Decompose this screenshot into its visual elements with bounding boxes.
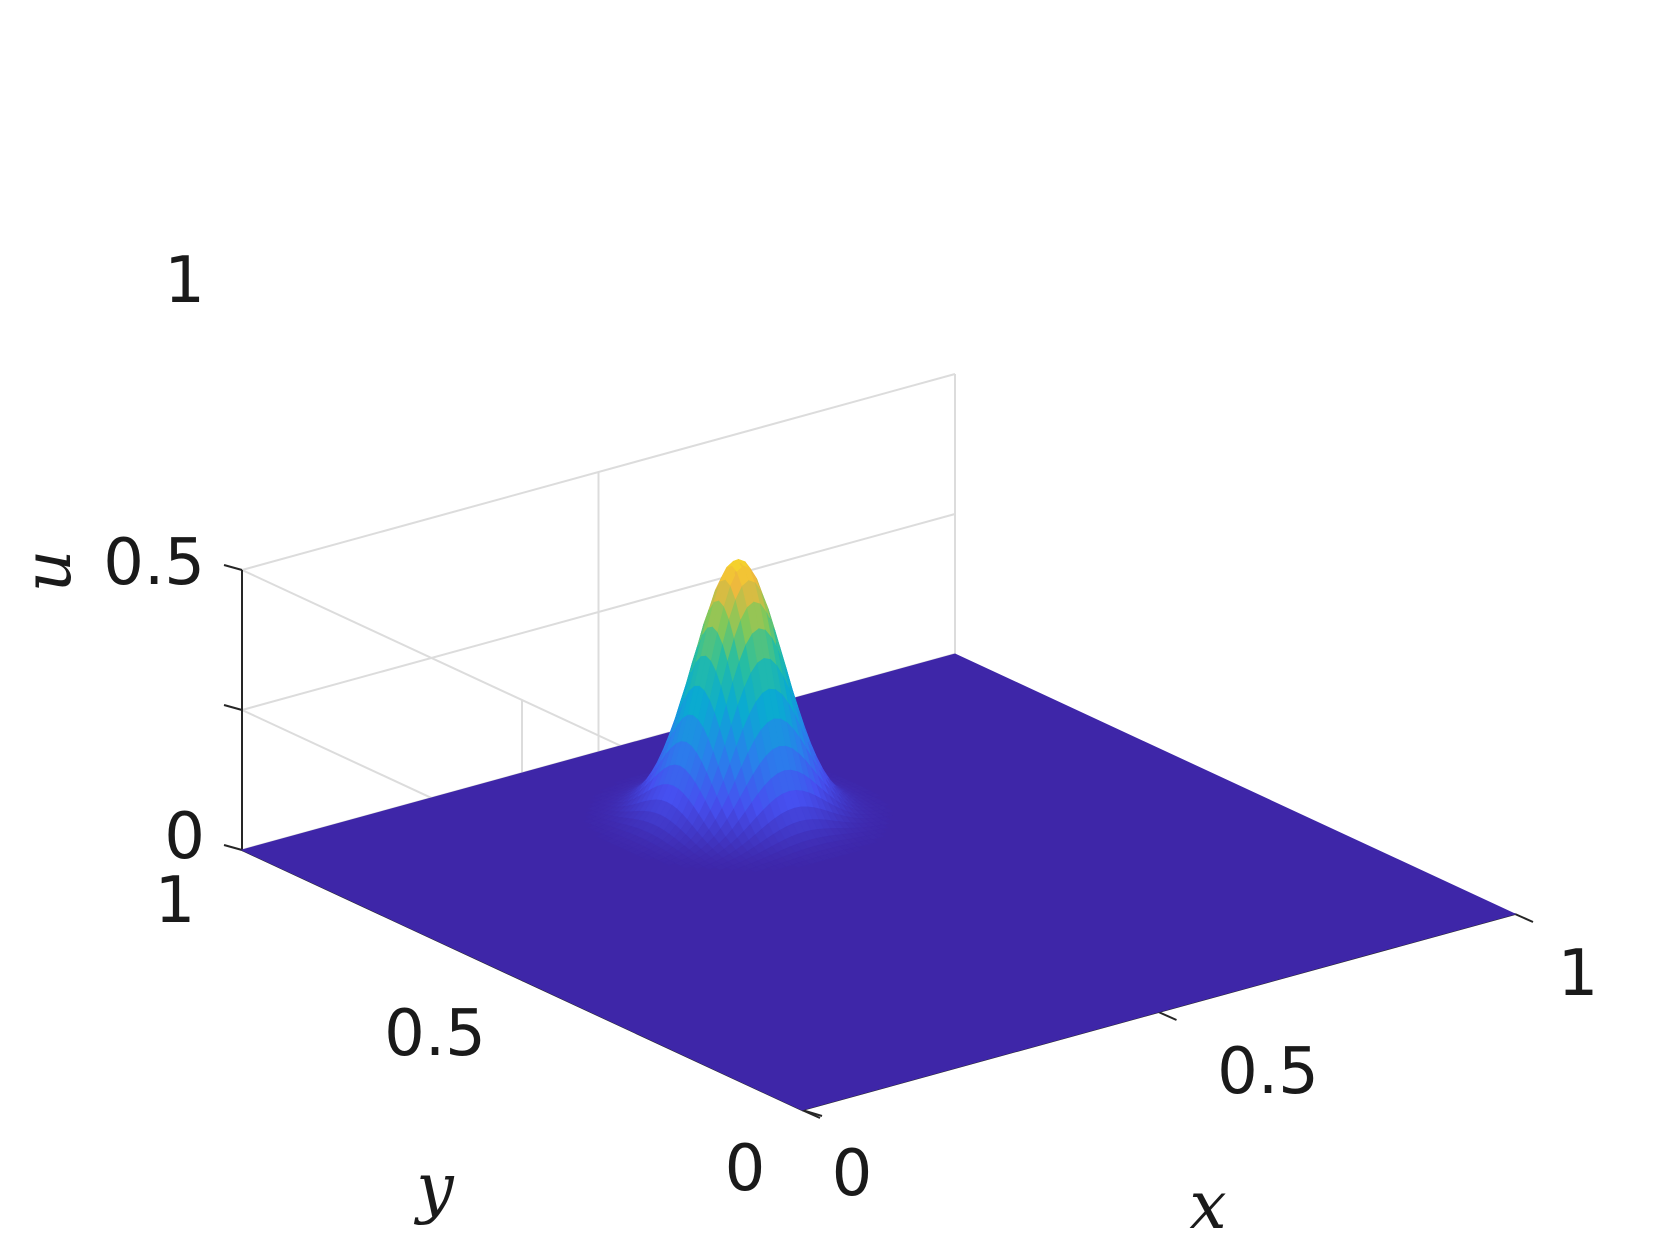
x-tick-mark-0 [801, 1109, 821, 1119]
z-axis-label: u [9, 550, 86, 593]
x-tick-labels: 0 0.5 1 [832, 937, 1599, 1211]
surface-patch-1039 [877, 816, 892, 822]
z-tick-mark-1 [223, 704, 243, 711]
surface-patch-1042 [873, 828, 888, 834]
z-tick-label-1: 1 [164, 244, 205, 318]
x-tick-label-1: 1 [1558, 937, 1599, 1011]
z-tick-labels: 0 0.5 1 [103, 244, 205, 874]
surface-patch-1040 [876, 820, 890, 826]
x-tick-mark-2 [1514, 913, 1534, 923]
surface-base [240, 653, 1517, 1111]
surface-patch-1017 [850, 846, 864, 852]
surface-patch-997 [868, 793, 882, 798]
x-tick-mark-1 [1158, 1011, 1177, 1021]
surface-patch-1043 [872, 833, 886, 839]
y-axis-label: y [413, 1149, 454, 1226]
z-tick-label-0: 0 [164, 800, 205, 874]
y-tick-label-0.5: 0.5 [384, 997, 486, 1071]
z-tick-mark-0 [223, 844, 243, 851]
surface [240, 558, 1517, 1111]
z-tick-mark-2 [223, 564, 243, 571]
surface-patch-1027 [876, 801, 891, 807]
surface-patch-1037 [880, 808, 895, 814]
y-tick-label-1: 1 [155, 864, 196, 938]
x-tick-label-0: 0 [832, 1137, 873, 1211]
y-tick-label-0: 0 [725, 1132, 766, 1206]
y-tick-labels: 0 0.5 1 [155, 864, 766, 1206]
surface-patch-1041 [875, 824, 889, 830]
surface-patch-1038 [879, 812, 893, 818]
x-tick-label-0.5: 0.5 [1217, 1035, 1319, 1109]
z-tick-label-0.5: 0.5 [103, 526, 205, 600]
x-axis-label: x [1189, 1167, 1226, 1244]
surface-patch-1036 [864, 838, 878, 845]
